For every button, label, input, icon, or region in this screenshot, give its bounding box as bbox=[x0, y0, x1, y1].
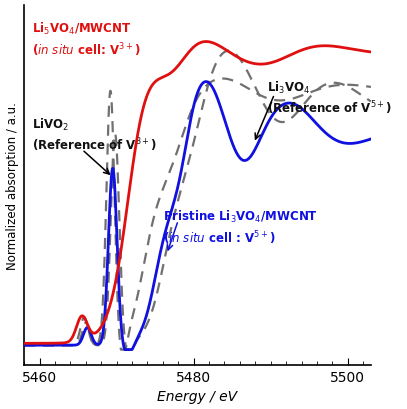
Text: Pristine Li$_3$VO$_4$/MWCNT
($\it{in\ situ}$ cell : V$^{5+}$): Pristine Li$_3$VO$_4$/MWCNT ($\it{in\ si… bbox=[163, 209, 318, 246]
Text: Li$_5$VO$_4$/MWCNT
($\it{in\ situ}$ cell: V$^{3+}$): Li$_5$VO$_4$/MWCNT ($\it{in\ situ}$ cell… bbox=[32, 21, 140, 58]
Y-axis label: Normalized absorption / a.u.: Normalized absorption / a.u. bbox=[6, 101, 19, 269]
Text: Li$_3$VO$_4$
(Reference of V$^{5+}$): Li$_3$VO$_4$ (Reference of V$^{5+}$) bbox=[267, 79, 392, 117]
X-axis label: Energy / eV: Energy / eV bbox=[158, 389, 238, 403]
Text: LiVO$_2$
(Reference of V$^{3+}$): LiVO$_2$ (Reference of V$^{3+}$) bbox=[32, 116, 157, 154]
